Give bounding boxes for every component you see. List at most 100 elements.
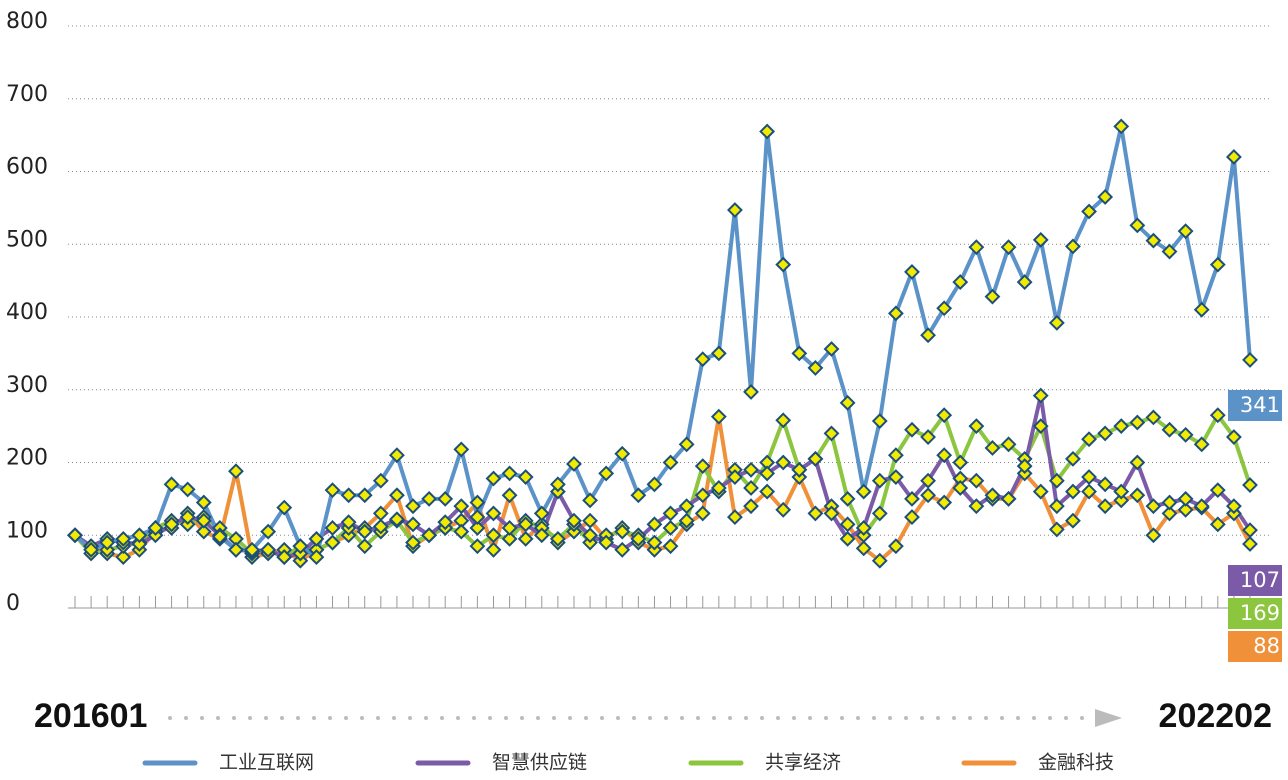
- marker: [936, 300, 953, 317]
- marker: [1129, 414, 1146, 431]
- marker: [1177, 490, 1194, 507]
- marker: [887, 469, 904, 485]
- marker: [1225, 429, 1242, 445]
- marker: [1145, 527, 1162, 544]
- marker: [356, 487, 373, 504]
- marker: [1161, 505, 1178, 522]
- marker: [1129, 487, 1146, 504]
- marker: [453, 523, 470, 540]
- marker: [1065, 483, 1081, 500]
- marker: [1145, 232, 1162, 249]
- marker: [968, 472, 985, 489]
- marker: [1113, 492, 1130, 509]
- marker: [1242, 522, 1258, 539]
- marker: [228, 541, 244, 558]
- marker: [775, 454, 792, 471]
- marker: [743, 480, 759, 496]
- marker: [871, 413, 888, 429]
- marker: [1048, 521, 1065, 538]
- end-label-box: [1228, 598, 1282, 629]
- marker: [1113, 418, 1130, 435]
- end-label-box: [1228, 631, 1282, 662]
- marker: [598, 534, 615, 551]
- marker: [952, 454, 969, 471]
- marker: [710, 408, 727, 425]
- marker: [324, 482, 341, 499]
- marker: [1177, 223, 1194, 240]
- marker: [131, 536, 148, 552]
- marker: [405, 498, 421, 515]
- marker: [389, 487, 405, 504]
- marker: [389, 447, 405, 464]
- marker: [743, 384, 759, 400]
- marker: [855, 520, 872, 536]
- marker: [195, 523, 212, 540]
- marker: [791, 345, 808, 362]
- marker: [727, 202, 743, 218]
- marker: [469, 520, 486, 536]
- marker: [920, 487, 936, 504]
- marker: [646, 516, 663, 533]
- marker: [437, 490, 454, 507]
- marker: [1097, 425, 1114, 442]
- marker: [453, 441, 470, 458]
- marker: [421, 527, 438, 544]
- marker: [276, 549, 293, 565]
- marker: [823, 505, 840, 522]
- marker: [356, 523, 373, 540]
- marker: [1225, 498, 1242, 515]
- marker: [1161, 421, 1178, 438]
- marker: [871, 552, 888, 569]
- marker: [501, 487, 518, 504]
- y-tick-label: 700: [6, 82, 48, 107]
- marker: [759, 465, 776, 482]
- marker: [582, 527, 598, 544]
- marker: [179, 509, 196, 525]
- marker: [147, 520, 164, 536]
- marker: [968, 498, 985, 515]
- marker: [759, 123, 776, 140]
- marker: [678, 498, 695, 515]
- marker: [871, 505, 888, 522]
- marker: [469, 494, 486, 511]
- marker: [324, 534, 341, 551]
- marker: [871, 472, 888, 489]
- marker: [630, 487, 647, 504]
- marker: [694, 505, 711, 522]
- marker: [1097, 189, 1114, 205]
- marker: [936, 447, 953, 464]
- marker: [1161, 243, 1178, 260]
- marker: [1209, 482, 1226, 499]
- marker: [1065, 450, 1081, 467]
- y-tick-label: 800: [6, 9, 48, 34]
- marker: [887, 305, 904, 322]
- marker: [566, 456, 582, 472]
- marker: [83, 541, 100, 558]
- marker: [340, 487, 357, 504]
- y-tick-label: 0: [6, 591, 20, 616]
- marker: [260, 523, 277, 540]
- legend-label: 金融科技: [1038, 752, 1114, 774]
- legend-label: 工业互联网: [219, 752, 314, 774]
- marker: [662, 520, 679, 536]
- marker: [694, 487, 711, 504]
- marker: [389, 511, 405, 528]
- marker: [517, 469, 534, 485]
- marker: [324, 520, 341, 536]
- end-label-box: [1228, 390, 1282, 421]
- marker: [179, 481, 196, 498]
- marker: [807, 450, 824, 467]
- marker: [1145, 498, 1162, 515]
- marker: [807, 360, 824, 376]
- marker: [195, 494, 212, 511]
- marker: [244, 541, 260, 558]
- marker: [1081, 469, 1097, 485]
- marker: [1242, 536, 1258, 552]
- marker: [1032, 418, 1049, 435]
- marker: [775, 256, 792, 273]
- marker: [582, 492, 598, 509]
- end-label-box: [1228, 565, 1282, 596]
- marker: [920, 472, 936, 489]
- marker: [405, 534, 421, 551]
- marker: [485, 527, 502, 544]
